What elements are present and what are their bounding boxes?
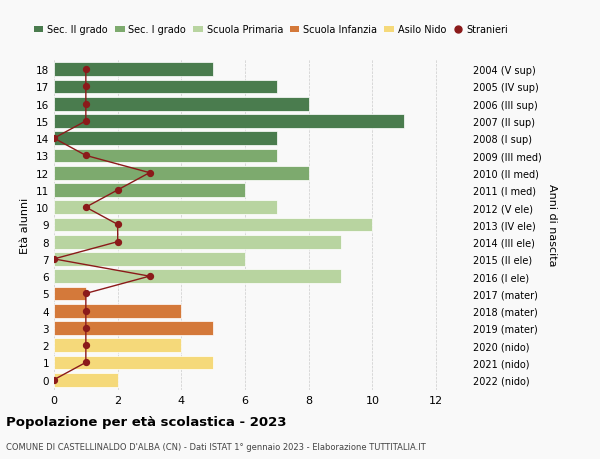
Point bbox=[81, 325, 91, 332]
Point bbox=[49, 135, 59, 143]
Point bbox=[113, 221, 122, 229]
Bar bbox=[54, 98, 309, 111]
Y-axis label: Anni di nascita: Anni di nascita bbox=[547, 184, 557, 266]
Point bbox=[113, 187, 122, 194]
Bar bbox=[54, 373, 118, 386]
Y-axis label: Età alunni: Età alunni bbox=[20, 197, 31, 253]
Point bbox=[81, 101, 91, 108]
Bar bbox=[54, 356, 213, 369]
Point bbox=[145, 170, 154, 177]
Bar bbox=[54, 132, 277, 146]
Bar bbox=[54, 218, 373, 232]
Bar bbox=[54, 235, 341, 249]
Bar bbox=[54, 63, 213, 77]
Point bbox=[145, 273, 154, 280]
Bar bbox=[54, 321, 213, 335]
Legend: Sec. II grado, Sec. I grado, Scuola Primaria, Scuola Infanzia, Asilo Nido, Stran: Sec. II grado, Sec. I grado, Scuola Prim… bbox=[30, 22, 512, 39]
Point bbox=[81, 359, 91, 366]
Bar bbox=[54, 269, 341, 283]
Bar bbox=[54, 80, 277, 94]
Bar bbox=[54, 115, 404, 129]
Point bbox=[81, 290, 91, 297]
Bar bbox=[54, 304, 181, 318]
Bar bbox=[54, 252, 245, 266]
Bar bbox=[54, 339, 181, 353]
Point bbox=[81, 118, 91, 125]
Text: Popolazione per età scolastica - 2023: Popolazione per età scolastica - 2023 bbox=[6, 415, 287, 428]
Point bbox=[81, 204, 91, 211]
Point bbox=[81, 66, 91, 73]
Point bbox=[81, 152, 91, 160]
Text: COMUNE DI CASTELLINALDO D'ALBA (CN) - Dati ISTAT 1° gennaio 2023 - Elaborazione : COMUNE DI CASTELLINALDO D'ALBA (CN) - Da… bbox=[6, 442, 426, 451]
Point bbox=[49, 376, 59, 384]
Point bbox=[81, 341, 91, 349]
Bar bbox=[54, 149, 277, 163]
Point bbox=[81, 308, 91, 315]
Point bbox=[113, 239, 122, 246]
Point bbox=[81, 84, 91, 91]
Bar bbox=[54, 201, 277, 215]
Bar bbox=[54, 166, 309, 180]
Point bbox=[49, 256, 59, 263]
Bar bbox=[54, 287, 86, 301]
Bar bbox=[54, 184, 245, 197]
